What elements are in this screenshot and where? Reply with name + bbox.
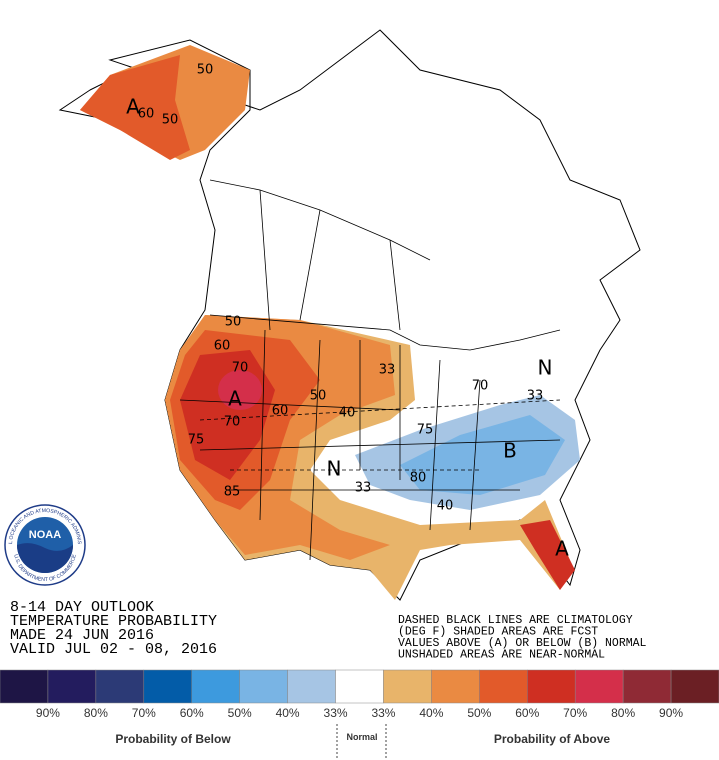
map-label: N	[327, 457, 342, 481]
map-label: 70	[224, 415, 241, 430]
map-label: 40	[339, 406, 356, 421]
legend-swatch	[527, 669, 576, 704]
map-label: 50	[162, 113, 179, 128]
map-label: 60	[214, 339, 231, 354]
legend-swatch	[622, 669, 672, 704]
logo-ring-top-path: NATIONAL OCEANIC AND ATMOSPHERIC ADMINIS…	[0, 0, 82, 545]
legend-label: 80%	[84, 706, 108, 720]
borders	[179, 179, 561, 561]
header-line: 8-14 DAY OUTLOOK	[10, 599, 154, 616]
legend-label: 90%	[659, 706, 683, 720]
legend-label: 50%	[467, 706, 491, 720]
legend-swatch	[574, 669, 624, 704]
legend: 90% 80% 70% 60% 50% 40% 33% 33% 40% 50% 60% 70% 80% 9…	[0, 669, 719, 758]
map-label: 40	[437, 499, 454, 514]
map-label: 60	[138, 107, 155, 122]
legend-label: 60%	[515, 706, 539, 720]
note-line: DASHED BLACK LINES ARE CLIMATOLOGY	[398, 614, 633, 627]
map-label: A	[126, 95, 140, 119]
map-label: 50	[197, 63, 214, 78]
map-label: 50	[310, 389, 327, 404]
legend-label: 33%	[324, 706, 348, 720]
map-label: 75	[188, 433, 205, 448]
logo-wave	[17, 543, 73, 573]
map-label: A	[228, 387, 242, 411]
legend-swatch	[47, 669, 97, 704]
map-label: 33	[527, 389, 544, 404]
legend-swatch	[95, 669, 145, 704]
alaska-above-strong	[80, 55, 190, 160]
map-label: 60	[272, 404, 289, 419]
legend-label: 40%	[276, 706, 300, 720]
legend-above-title: Probability of Above	[494, 732, 611, 746]
note-line: (DEG F) SHADED AREAS ARE FCST	[398, 626, 598, 639]
legend-swatch	[287, 669, 336, 704]
legend-swatch	[479, 669, 528, 704]
east-below-40	[400, 415, 565, 495]
border	[259, 189, 401, 331]
legend-swatch	[670, 669, 719, 704]
legend-label: 60%	[180, 706, 204, 720]
legend-swatch	[239, 669, 288, 704]
legend-swatch	[191, 669, 240, 704]
forecast-shading	[80, 45, 580, 600]
map-label: 75	[417, 423, 434, 438]
logo-name: NOAA	[29, 529, 61, 541]
map-label: A	[555, 537, 569, 561]
map-labels: A60 5050506070A707560504033N33B33804075N7…	[126, 63, 569, 561]
legend-label: 70%	[132, 706, 156, 720]
legend-normal-title: Normal	[346, 732, 377, 742]
legend-swatch	[335, 669, 384, 704]
legend-label: 33%	[371, 706, 395, 720]
border	[179, 399, 561, 491]
header-line: MADE 24 JUN 2016	[10, 627, 154, 644]
legend-label: 90%	[36, 706, 60, 720]
map-label: B	[503, 439, 517, 463]
map-label: N	[538, 356, 553, 380]
legend-label: 70%	[563, 706, 587, 720]
header-line: TEMPERATURE PROBABILITY	[10, 613, 217, 630]
header-line: VALID JUL 02 - 08, 2016	[10, 641, 217, 658]
logo-ring-top: NATIONAL OCEANIC AND ATMOSPHERIC ADMINIS…	[0, 0, 82, 545]
legend-below-title: Probability of Below	[115, 732, 231, 746]
legend-swatch	[383, 669, 432, 704]
note-line: UNSHADED AREAS ARE NEAR-NORMAL	[398, 649, 605, 662]
map-label: 70	[232, 361, 249, 376]
noaa-logo: NOAA NATIONAL OCEANIC AND ATMOSPHERIC AD…	[0, 0, 86, 586]
legend-swatch	[431, 669, 480, 704]
map-label: 85	[224, 485, 241, 500]
map-label: 33	[355, 481, 372, 496]
legend-label: 80%	[611, 706, 635, 720]
map-label: 80	[410, 471, 427, 486]
map-label: 33	[379, 363, 396, 378]
florida-above	[520, 520, 575, 590]
map-label: 50	[225, 315, 242, 330]
note-line: VALUES ABOVE (A) OR BELOW (B) NORMAL	[398, 637, 647, 650]
border	[259, 329, 481, 561]
legend-label: 50%	[228, 706, 252, 720]
notes: DASHED BLACK LINES ARE CLIMATOLOGY(DEG F…	[398, 614, 647, 662]
legend-label: 40%	[419, 706, 443, 720]
west-above-80	[218, 370, 262, 410]
map-label: 70	[472, 379, 489, 394]
legend-swatch	[143, 669, 192, 704]
legend-swatch	[0, 669, 49, 704]
border	[209, 314, 561, 351]
